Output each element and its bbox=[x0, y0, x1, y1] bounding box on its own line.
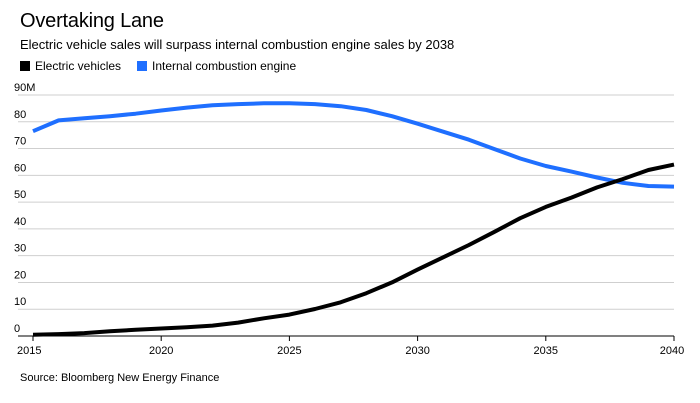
x-tick-label-2020: 2020 bbox=[149, 345, 173, 357]
legend-item-internal-combustion-engine: Internal combustion engine bbox=[137, 59, 296, 73]
y-tick-label-80: 80 bbox=[14, 109, 26, 121]
y-tick-label-20: 20 bbox=[14, 269, 26, 281]
chart-title: Overtaking Lane bbox=[20, 10, 164, 32]
legend-label-internal-combustion-engine: Internal combustion engine bbox=[152, 59, 297, 73]
legend-label-electric-vehicles: Electric vehicles bbox=[35, 59, 122, 73]
y-tick-label-50: 50 bbox=[14, 189, 26, 201]
y-tick-label-0: 0 bbox=[14, 323, 20, 335]
chart-subtitle: Electric vehicle sales will surpass inte… bbox=[20, 37, 455, 52]
source-note: Source: Bloomberg New Energy Finance bbox=[20, 372, 220, 384]
x-tick-label-2040: 2040 bbox=[660, 345, 684, 357]
legend-item-electric-vehicles: Electric vehicles bbox=[20, 59, 121, 73]
y-tick-label-60: 60 bbox=[14, 162, 26, 174]
legend: Electric vehicles Internal combustion en… bbox=[20, 59, 312, 73]
y-axis-tick-labels: 0 10 20 30 40 50 60 70 80 90M bbox=[14, 82, 35, 335]
series-line-internal-combustion-engine bbox=[32, 101, 675, 189]
x-axis-tick-labels: 2015 2020 2025 2030 2035 2040 bbox=[17, 336, 684, 357]
x-tick-label-2015: 2015 bbox=[17, 345, 41, 357]
legend-swatch-internal-combustion-engine bbox=[137, 61, 148, 71]
y-tick-label-30: 30 bbox=[14, 243, 26, 255]
y-tick-label-40: 40 bbox=[14, 216, 26, 228]
x-tick-label-2035: 2035 bbox=[534, 345, 558, 357]
series-lines bbox=[32, 101, 675, 337]
legend-swatch-electric-vehicles bbox=[20, 61, 30, 71]
y-tick-label-70: 70 bbox=[14, 136, 26, 148]
y-tick-label-10: 10 bbox=[14, 296, 26, 308]
x-tick-label-2025: 2025 bbox=[277, 345, 301, 357]
x-tick-label-2030: 2030 bbox=[405, 345, 429, 357]
series-line-electric-vehicles bbox=[32, 162, 675, 337]
y-tick-label-90: 90M bbox=[14, 82, 35, 94]
